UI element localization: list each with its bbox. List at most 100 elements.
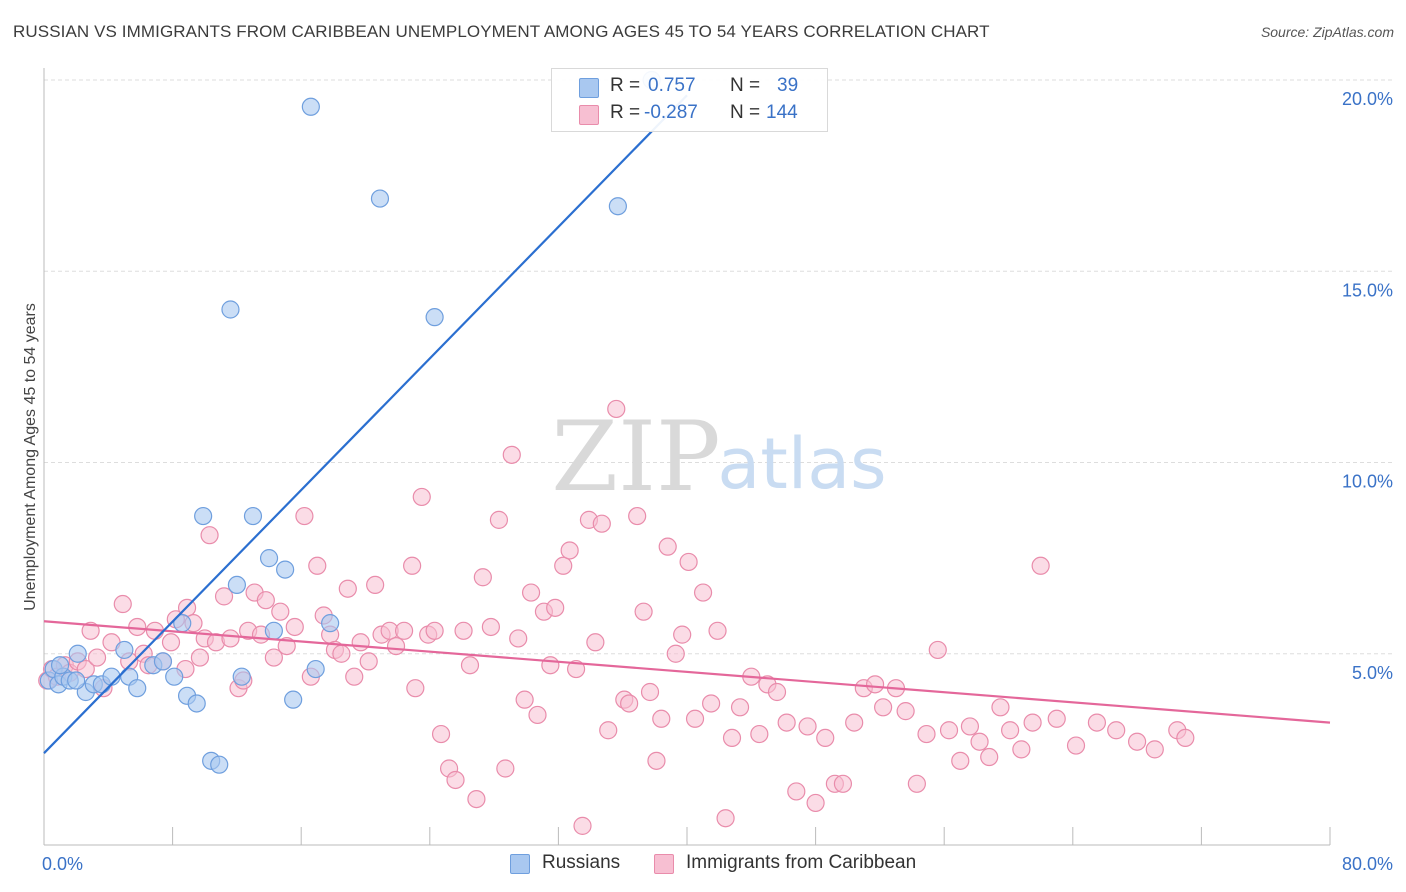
russian-point: [210, 755, 229, 774]
russians-legend-label: Russians: [542, 852, 621, 873]
caribbean-point: [460, 656, 480, 675]
caribbean-point: [722, 728, 742, 748]
caribbean-n-value: 144: [766, 102, 798, 123]
caribbean-point: [394, 621, 414, 640]
caribbean-point: [658, 537, 677, 556]
caribbean-point: [679, 552, 698, 572]
caribbean-point: [673, 625, 692, 644]
caribbean-point: [917, 724, 936, 744]
correlation-legend: R = 0.757 N = 39 R = -0.287 N = 144: [551, 68, 828, 132]
caribbean-point: [767, 682, 787, 702]
caribbean-point: [264, 648, 283, 667]
caribbean-point: [1145, 740, 1164, 759]
caribbean-point: [634, 602, 653, 621]
russian-point: [264, 621, 283, 640]
russian-point: [301, 97, 320, 116]
caribbean-point: [332, 644, 351, 663]
caribbean-point: [351, 633, 370, 652]
russian-points: [39, 70, 661, 774]
caribbean-point: [928, 640, 947, 660]
caribbean-point: [865, 675, 885, 694]
caribbean-point: [620, 694, 639, 713]
caribbean-point: [939, 721, 959, 740]
legend-n-label: N =: [730, 102, 761, 123]
caribbean-point: [685, 709, 705, 728]
grid-lines: [44, 79, 1392, 655]
russian-point: [67, 671, 86, 690]
caribbean-point: [896, 702, 915, 721]
caribbean-point: [81, 621, 100, 640]
caribbean-point: [652, 709, 671, 728]
caribbean-point: [467, 789, 486, 809]
x-tick-label-min: 0.0%: [42, 854, 83, 874]
caribbean-point: [599, 721, 618, 740]
watermark-zip: ZIP: [551, 401, 720, 513]
caribbean-point: [647, 751, 666, 770]
caribbean-point: [1087, 713, 1107, 732]
russian-point: [243, 506, 263, 526]
caribbean-point: [1001, 721, 1020, 740]
caribbean-point: [730, 698, 750, 717]
russians-n-value: 39: [777, 75, 799, 96]
caribbean-point: [960, 717, 980, 736]
russians-r-value: 0.757: [648, 75, 696, 96]
caribbean-point: [798, 717, 817, 736]
caribbean-point: [1176, 728, 1195, 748]
caribbean-r-value: -0.287: [644, 102, 698, 123]
chart-title: RUSSIAN VS IMMIGRANTS FROM CARIBBEAN UNE…: [13, 22, 990, 41]
caribbean-point: [546, 598, 565, 617]
caribbean-point: [87, 648, 107, 667]
caribbean-point: [566, 659, 586, 679]
caribbean-point: [980, 747, 999, 767]
caribbean-point: [446, 770, 465, 790]
caribbean-point: [509, 629, 528, 648]
caribbean-point: [496, 759, 515, 778]
legend-item-caribbean[interactable]: Immigrants from Caribbean: [654, 851, 944, 877]
caribbean-point: [221, 629, 240, 648]
caribbean-point: [277, 636, 296, 656]
caribbean-point: [412, 487, 431, 507]
caribbean-point: [874, 698, 893, 717]
caribbean-point: [640, 682, 660, 702]
caribbean-point: [502, 445, 521, 464]
caribbean-point: [787, 782, 806, 801]
legend-r-label: R =: [610, 75, 641, 96]
russian-point: [227, 575, 246, 595]
caribbean-point: [308, 556, 327, 575]
caribbean-point: [592, 514, 611, 533]
caribbean-point: [750, 724, 769, 744]
legend-r-label: R =: [610, 102, 641, 123]
caribbean-point: [473, 568, 492, 587]
trend-lines: [43, 94, 1331, 754]
caribbean-legend-label: Immigrants from Caribbean: [686, 852, 917, 873]
caribbean-point: [1127, 732, 1147, 751]
caribbean-point: [285, 617, 304, 637]
legend-row-russians: R = 0.757 N = 39: [552, 75, 827, 101]
legend-row-caribbean: R = -0.287 N = 144: [552, 102, 827, 128]
russian-point: [276, 560, 295, 579]
russian-point: [115, 640, 134, 660]
caribbean-point: [161, 633, 181, 652]
caribbean-point: [777, 713, 796, 732]
russians-trend-line: [43, 94, 688, 754]
caribbean-point: [214, 587, 234, 606]
caribbean-point: [560, 541, 579, 560]
caribbean-point: [541, 656, 560, 675]
russian-point: [284, 690, 303, 709]
russian-point: [232, 667, 251, 686]
x-tick-label-max: 80.0%: [1342, 854, 1393, 874]
caribbean-point: [1031, 556, 1050, 575]
caribbean-point: [991, 698, 1010, 717]
caribbean-point: [586, 633, 605, 652]
caribbean-point: [515, 690, 534, 709]
legend-item-russians[interactable]: Russians: [510, 851, 640, 877]
caribbean-point: [359, 652, 378, 671]
caribbean-point: [845, 713, 864, 732]
russian-point: [306, 659, 325, 679]
caribbean-point: [1023, 713, 1042, 732]
caribbean-point: [708, 621, 727, 640]
tick-labels: 5.0% 10.0% 15.0% 20.0% 0.0% 80.0%: [42, 89, 1393, 874]
y-tick-label: 5.0%: [1352, 663, 1393, 683]
caribbean-point: [573, 816, 592, 835]
